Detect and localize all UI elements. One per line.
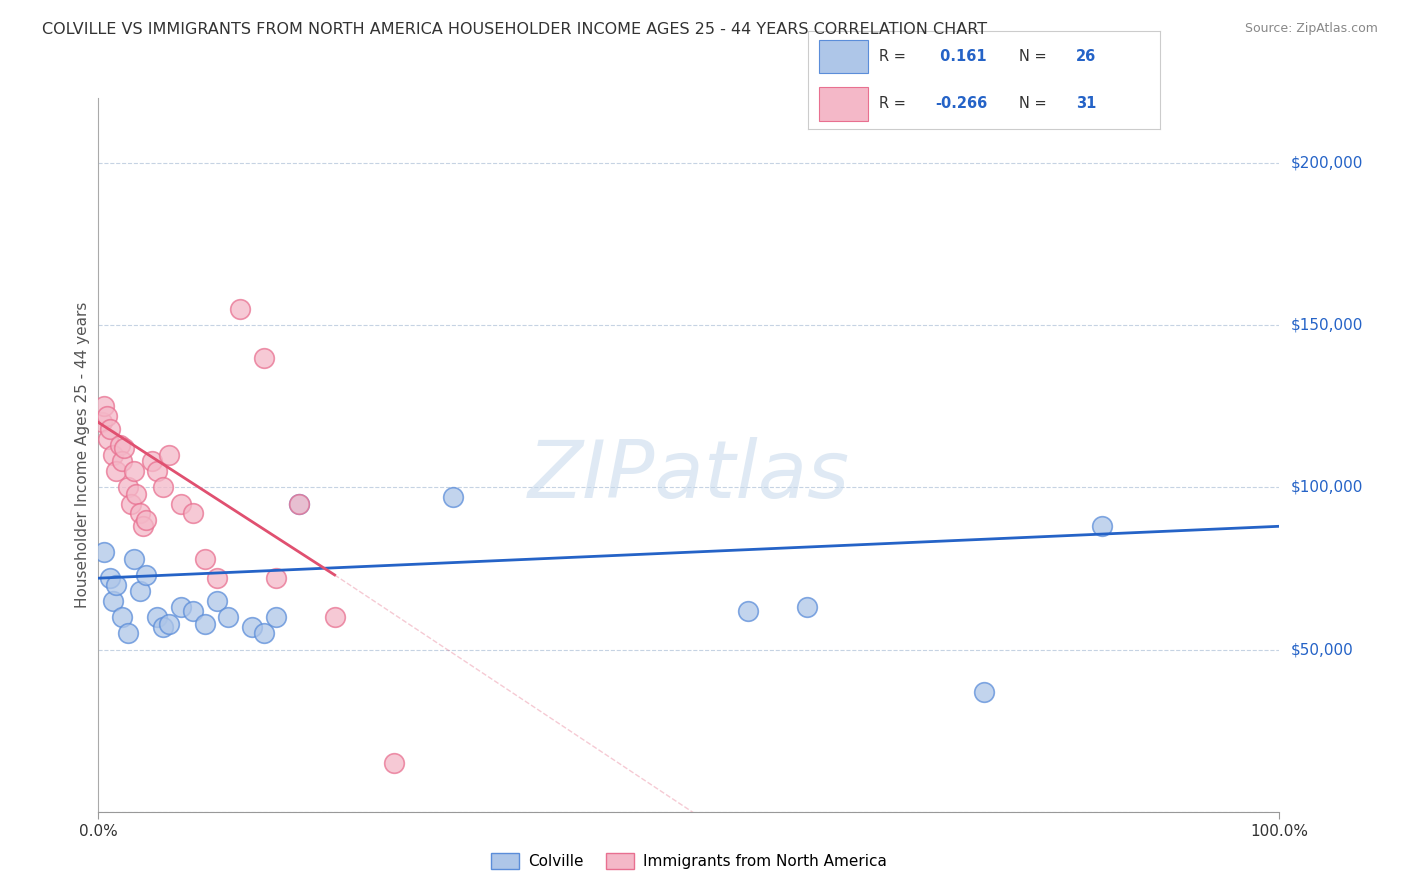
Point <box>170 497 193 511</box>
Point <box>288 497 311 511</box>
Point <box>98 422 121 436</box>
Point <box>737 604 759 618</box>
Point <box>181 506 204 520</box>
Point <box>240 620 263 634</box>
Point <box>157 616 180 631</box>
Text: $50,000: $50,000 <box>1291 642 1354 657</box>
Text: 0.161: 0.161 <box>935 49 987 64</box>
Point <box>152 620 174 634</box>
Point <box>205 571 228 585</box>
Text: N =: N = <box>1019 49 1047 64</box>
Point <box>157 448 180 462</box>
Point <box>112 442 135 456</box>
Point <box>973 684 995 698</box>
Point <box>146 610 169 624</box>
Point <box>111 610 134 624</box>
Point <box>181 604 204 618</box>
Point <box>117 480 139 494</box>
Point <box>323 610 346 624</box>
Bar <box>818 40 868 73</box>
Text: COLVILLE VS IMMIGRANTS FROM NORTH AMERICA HOUSEHOLDER INCOME AGES 25 - 44 YEARS : COLVILLE VS IMMIGRANTS FROM NORTH AMERIC… <box>42 22 987 37</box>
Point <box>229 301 252 316</box>
Point <box>93 399 115 413</box>
Point <box>194 551 217 566</box>
Point <box>96 409 118 423</box>
Point <box>152 480 174 494</box>
Text: 26: 26 <box>1076 49 1095 64</box>
Text: R =: R = <box>879 96 905 112</box>
Text: Source: ZipAtlas.com: Source: ZipAtlas.com <box>1244 22 1378 36</box>
Point <box>205 594 228 608</box>
Point <box>146 464 169 478</box>
Point <box>170 600 193 615</box>
Point <box>796 600 818 615</box>
Point <box>105 464 128 478</box>
Y-axis label: Householder Income Ages 25 - 44 years: Householder Income Ages 25 - 44 years <box>75 301 90 608</box>
Point <box>101 448 124 462</box>
Point <box>253 626 276 640</box>
Point <box>98 571 121 585</box>
Point <box>91 416 114 430</box>
Point <box>128 584 150 599</box>
Text: ZIPatlas: ZIPatlas <box>527 437 851 516</box>
Point <box>217 610 239 624</box>
Point <box>125 487 148 501</box>
Text: $200,000: $200,000 <box>1291 155 1362 170</box>
Point <box>194 616 217 631</box>
Text: -0.266: -0.266 <box>935 96 987 112</box>
Point <box>264 571 287 585</box>
Point <box>122 464 145 478</box>
Point <box>1091 519 1114 533</box>
Point <box>382 756 405 770</box>
Point <box>141 454 163 468</box>
Point <box>441 490 464 504</box>
Point <box>288 497 311 511</box>
Bar <box>818 87 868 120</box>
Point <box>121 497 143 511</box>
Point <box>135 568 157 582</box>
Point <box>117 626 139 640</box>
Text: R =: R = <box>879 49 905 64</box>
Point <box>253 351 276 365</box>
Text: $100,000: $100,000 <box>1291 480 1362 495</box>
Point <box>105 577 128 591</box>
Text: 31: 31 <box>1076 96 1095 112</box>
Point <box>135 513 157 527</box>
Text: $150,000: $150,000 <box>1291 318 1362 333</box>
Point <box>264 610 287 624</box>
Point <box>108 438 131 452</box>
Point <box>97 432 120 446</box>
Point <box>101 594 124 608</box>
Point <box>111 454 134 468</box>
Point <box>93 545 115 559</box>
Point <box>128 506 150 520</box>
Point <box>122 551 145 566</box>
Text: N =: N = <box>1019 96 1047 112</box>
Point <box>132 519 155 533</box>
Legend: Colville, Immigrants from North America: Colville, Immigrants from North America <box>485 847 893 875</box>
